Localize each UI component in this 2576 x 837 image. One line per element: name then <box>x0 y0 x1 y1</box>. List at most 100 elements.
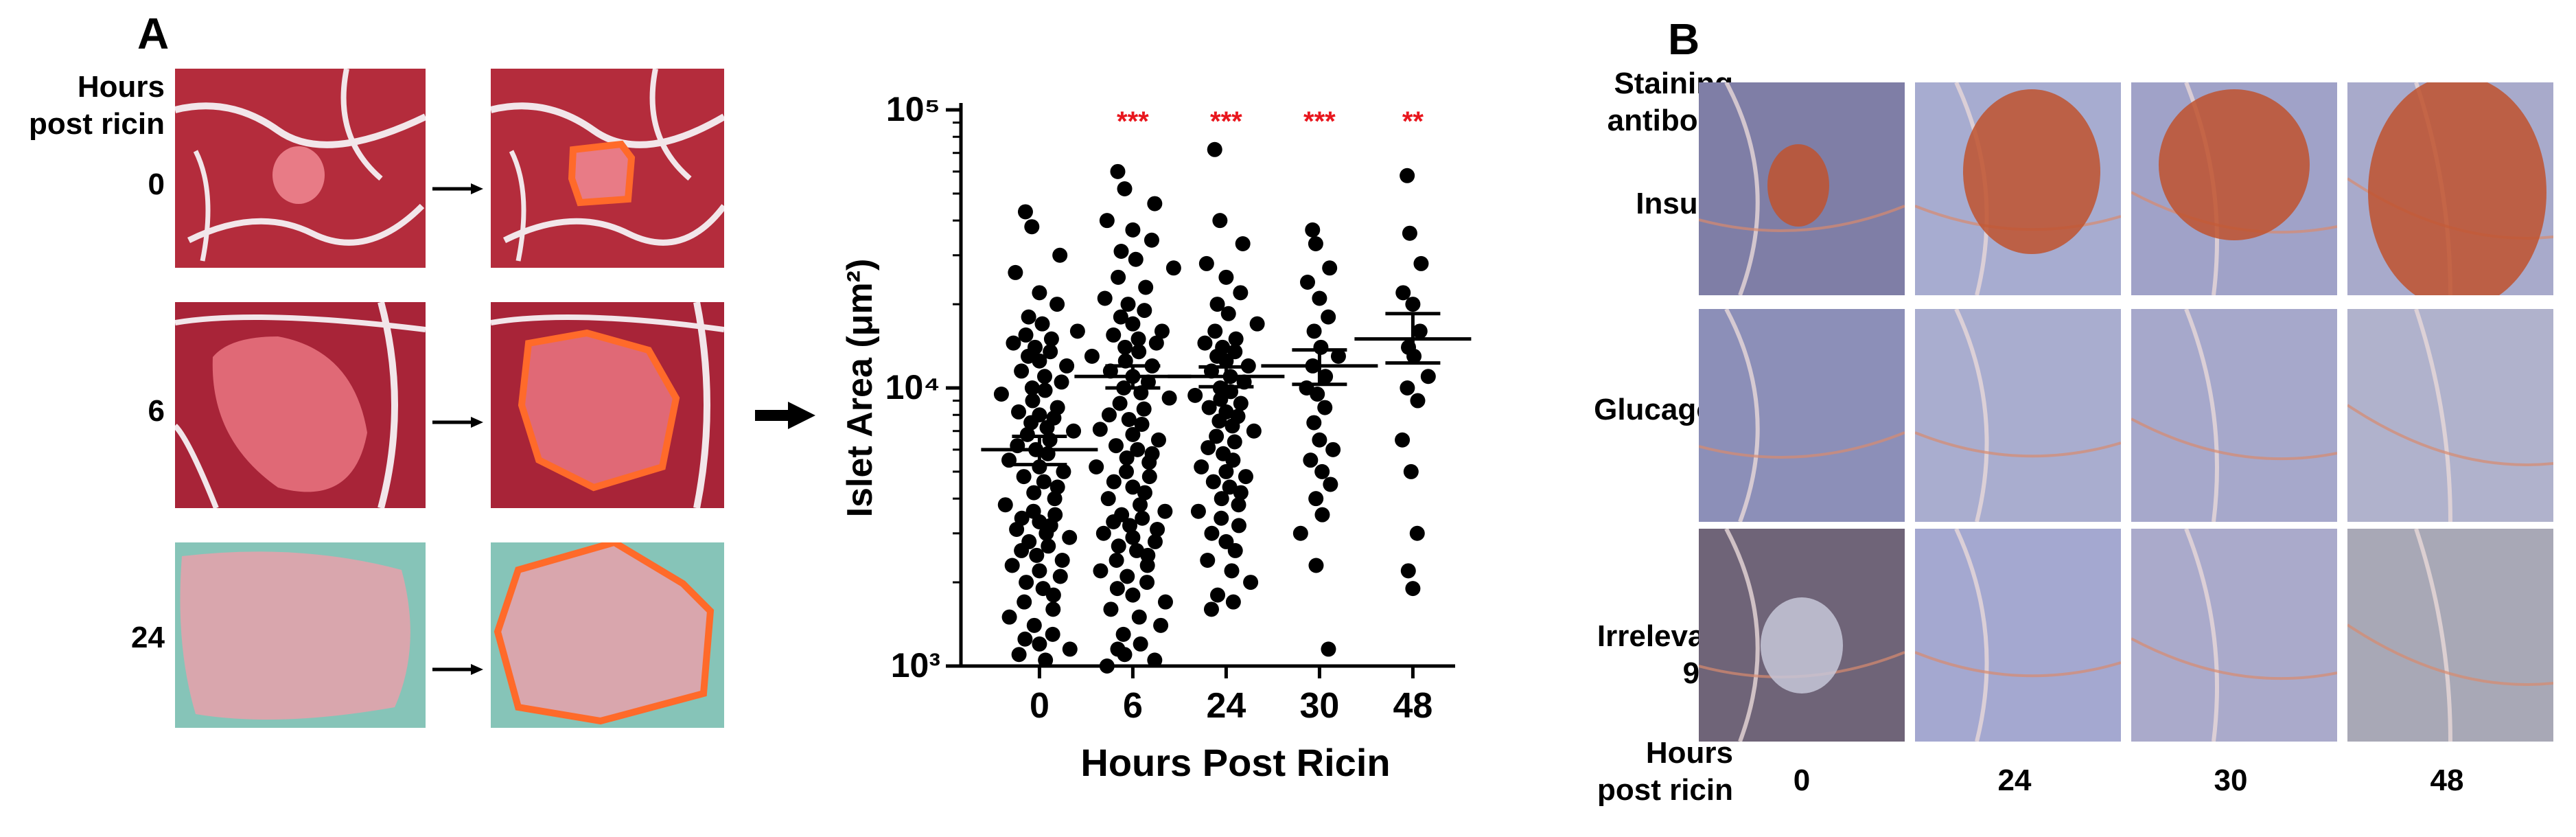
data-point <box>1308 558 1324 573</box>
data-point <box>1403 463 1419 479</box>
y-axis-label: Islet Area (μm²) <box>840 259 880 518</box>
data-point <box>1095 525 1111 541</box>
data-point <box>1049 479 1065 495</box>
data-point <box>1019 426 1035 442</box>
data-point <box>1115 626 1131 642</box>
data-point <box>1218 463 1234 479</box>
data-point <box>1045 626 1060 642</box>
panel-b-col-label: 24 <box>1997 764 2032 797</box>
data-point <box>1036 474 1052 490</box>
data-point <box>1052 247 1068 263</box>
data-point <box>1113 243 1129 259</box>
data-point <box>1141 469 1157 485</box>
data-point <box>1330 348 1346 364</box>
data-point <box>1214 491 1229 507</box>
data-point <box>1117 339 1133 355</box>
data-point <box>1400 380 1415 395</box>
data-point <box>1303 452 1319 468</box>
data-point <box>1305 222 1321 238</box>
data-point <box>1225 594 1241 610</box>
data-point <box>1321 641 1336 657</box>
data-point <box>1066 423 1082 439</box>
data-point <box>1225 452 1241 468</box>
data-point <box>1413 255 1429 271</box>
panel-a-row-label: 24 <box>131 621 165 654</box>
data-point <box>1148 335 1164 351</box>
data-point <box>1210 587 1226 603</box>
data-point <box>1140 374 1156 390</box>
data-point <box>1106 514 1122 530</box>
data-point <box>1235 236 1251 252</box>
data-point <box>1032 285 1047 301</box>
panel-a-row-label: 6 <box>148 394 165 428</box>
panel-b-col-label: 48 <box>2430 764 2464 797</box>
data-point <box>1125 587 1141 603</box>
data-point <box>1292 525 1308 541</box>
ihc-tile-r2-c0 <box>1699 529 1905 742</box>
data-point <box>1409 525 1425 541</box>
data-point <box>1037 382 1053 398</box>
data-point <box>1233 285 1249 301</box>
data-point <box>1395 432 1411 448</box>
data-point <box>1111 538 1126 554</box>
data-point <box>1009 521 1025 537</box>
data-point <box>1157 503 1173 519</box>
row-header-line1: Hours <box>77 70 165 104</box>
data-point <box>1310 387 1325 402</box>
ihc-tile-r2-c1 <box>1915 529 2121 742</box>
islet-area-chart: 10³ 10⁴ 10⁵ Islet Area (μm²) 0 6 24 30 48 Hours P… <box>824 69 1496 796</box>
data-point <box>1128 251 1144 267</box>
data-point <box>1212 213 1228 229</box>
data-point <box>1106 327 1122 343</box>
data-point <box>1150 432 1166 448</box>
data-point <box>1209 428 1225 444</box>
data-point <box>1395 285 1411 301</box>
data-point <box>1308 491 1324 507</box>
data-point <box>1092 422 1108 437</box>
data-point <box>1062 641 1078 657</box>
data-point <box>1021 309 1036 325</box>
data-point <box>1194 459 1209 475</box>
data-point <box>1213 391 1229 407</box>
data-point <box>1233 485 1249 501</box>
data-point <box>1032 636 1047 652</box>
x-tick-label: 0 <box>1030 686 1049 726</box>
data-point <box>1231 518 1246 534</box>
y-tick-label: 10³ <box>891 646 940 685</box>
data-point <box>1203 601 1219 617</box>
ihc-tile-r0-c0 <box>1699 82 1905 295</box>
data-point <box>1153 617 1169 633</box>
data-point <box>1402 225 1417 241</box>
micrograph-a-24-outlined <box>491 542 724 728</box>
panel-b-col-label: 30 <box>2214 764 2248 797</box>
data-point <box>1134 416 1150 432</box>
data-point <box>1099 213 1115 229</box>
significance-stars: *** <box>1117 106 1149 137</box>
data-point <box>1093 563 1109 579</box>
data-point <box>1243 575 1259 591</box>
data-point <box>1120 297 1136 312</box>
data-point <box>1001 609 1017 625</box>
data-point <box>1023 415 1039 431</box>
data-point <box>1207 141 1222 157</box>
data-point <box>1117 181 1133 197</box>
data-point <box>1024 219 1040 235</box>
data-point <box>1133 636 1148 652</box>
y-tick-label: 10⁵ <box>886 90 940 128</box>
data-point <box>1049 297 1065 312</box>
data-point <box>1225 418 1240 434</box>
significance-stars: *** <box>1303 106 1336 137</box>
data-point <box>1125 529 1141 545</box>
micrograph-a-0-raw <box>175 69 426 268</box>
data-point <box>993 387 1009 402</box>
data-point <box>1032 353 1047 369</box>
panel-a-row-header: Hours post ricin <box>27 69 165 143</box>
data-point <box>1119 569 1135 584</box>
data-point <box>1119 463 1135 479</box>
data-point <box>1038 652 1054 668</box>
data-point <box>1201 400 1217 415</box>
data-point <box>1197 335 1213 351</box>
data-point <box>1101 407 1117 423</box>
data-point <box>1228 331 1244 347</box>
